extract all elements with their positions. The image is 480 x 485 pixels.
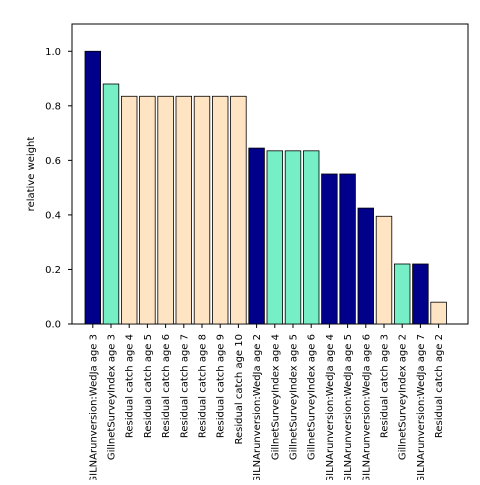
bar: [430, 301, 447, 325]
bar: [266, 150, 284, 325]
bar: [211, 95, 229, 325]
bar: [321, 173, 338, 325]
bar: [393, 263, 411, 325]
bar: [248, 147, 265, 325]
bars-group: [84, 50, 447, 325]
y-tick-label: 1.0: [45, 47, 61, 58]
bar: [412, 263, 429, 325]
bar: [230, 95, 247, 325]
x-tick-label: Residual catch age 6: [161, 334, 172, 438]
x-tick-label: GILNArunversion:WedJa age 6: [361, 334, 372, 480]
y-tick-label: 0.8: [45, 101, 61, 112]
y-tick-label: 0.4: [45, 210, 61, 221]
x-tick-label: GILNArunversion:WedJa age 3: [88, 334, 99, 480]
x-tick-label: GillnetSurveyIndex age 3: [107, 334, 118, 460]
x-tick-label: Residual catch age 3: [380, 334, 391, 438]
bar: [339, 173, 356, 325]
y-axis: 0.0 0.2 0.4 0.6 0.8 1.0: [45, 47, 72, 331]
x-tick-label: Residual catch age 2: [434, 334, 445, 438]
bar: [84, 50, 102, 325]
y-tick-label: 0.0: [45, 320, 61, 331]
x-axis: GILNArunversion:WedJa age 3 GillnetSurvey…: [88, 324, 445, 484]
y-tick-label: 0.2: [45, 265, 61, 276]
x-tick-label: GillnetSurveyIndex age 4: [270, 334, 281, 460]
x-tick-label: Residual catch age 5: [143, 334, 154, 438]
bar: [375, 215, 393, 325]
y-axis-title: relative weight: [26, 137, 37, 212]
y-tick-label: 0.6: [45, 156, 61, 167]
x-tick-label: Residual catch age 4: [125, 334, 136, 438]
x-tick-label: GILNArunversion:WedJa age 5: [343, 334, 354, 480]
bar: [175, 95, 193, 325]
x-tick-label: GILNArunversion:WedJa age 4: [325, 334, 336, 480]
bar: [357, 207, 375, 325]
bar: [284, 150, 302, 325]
bar: [102, 83, 120, 325]
x-tick-label: GILNArunversion:WedJa age 7: [416, 334, 427, 480]
x-tick-label: GillnetSurveyIndex age 5: [289, 334, 300, 460]
x-tick-label: GillnetSurveyIndex age 6: [307, 334, 318, 460]
bar: [193, 95, 211, 325]
x-tick-label: GillnetSurveyIndex age 2: [398, 334, 409, 460]
x-tick-label: GILNArunversion:WedJa age 2: [252, 334, 263, 480]
bar: [157, 95, 174, 325]
x-tick-label: Residual catch age 7: [179, 334, 190, 438]
bar: [139, 95, 156, 325]
bar: [302, 150, 320, 325]
x-tick-label: Residual catch age 8: [198, 334, 209, 438]
bar: [121, 95, 138, 325]
x-tick-label: Residual catch age 9: [216, 334, 227, 438]
x-tick-label: Residual catch age 10: [234, 334, 245, 445]
